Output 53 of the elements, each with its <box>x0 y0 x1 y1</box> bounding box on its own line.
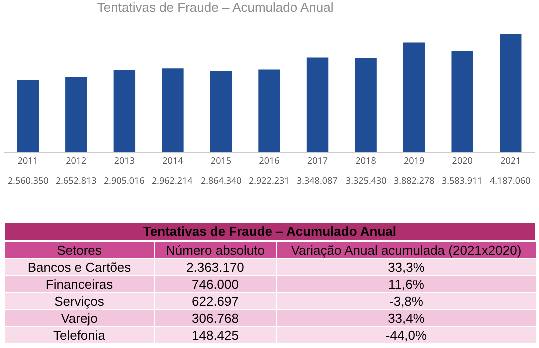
category-label: Serviços <box>4 292 154 310</box>
data-label: 3.882.278 <box>394 174 435 187</box>
data-label: 746.000 <box>154 276 276 292</box>
bar <box>500 34 522 152</box>
data-label: 33,4% <box>276 310 536 326</box>
data-label: 622.697 <box>154 292 276 310</box>
x-tick-label: 2013 <box>114 154 135 167</box>
bar <box>66 77 88 152</box>
data-label: 2.905.016 <box>104 174 145 187</box>
data-label: 2.652.813 <box>56 174 97 187</box>
category-label: Telefonia <box>4 326 154 344</box>
data-label: 2.560.350 <box>8 174 49 187</box>
bar <box>452 51 474 152</box>
x-tick-label: 2014 <box>162 154 184 167</box>
x-tick-label: 2016 <box>259 154 280 167</box>
data-label: 2.922.231 <box>249 174 290 187</box>
data-label: 2.962.214 <box>152 174 193 187</box>
data-label: 2.363.170 <box>154 258 276 276</box>
data-label: 148.425 <box>154 326 276 344</box>
x-tick-label: 2015 <box>210 154 232 167</box>
bar <box>258 70 280 152</box>
category-label: Bancos e Cartões <box>4 258 154 276</box>
x-tick-label: 2020 <box>452 154 473 167</box>
x-tick-label: 2011 <box>18 154 38 167</box>
data-label: 3.348.087 <box>297 174 338 187</box>
bar <box>403 42 426 152</box>
chart-title: Tentativas de Fraude – Acumulado Anual <box>97 0 334 15</box>
bar <box>114 70 136 152</box>
data-label: -44,0% <box>276 326 536 344</box>
bar <box>162 68 184 152</box>
x-tick-label: 2012 <box>66 154 87 167</box>
data-label: 2.864.340 <box>201 174 242 187</box>
x-tick-label: 2017 <box>307 154 328 167</box>
x-tick-label: 2019 <box>404 154 425 167</box>
data-label: -3,8% <box>276 292 536 310</box>
data-label: 4.187.060 <box>490 174 531 187</box>
category-label: Varejo <box>4 310 154 326</box>
x-tick-label: 2018 <box>356 154 376 167</box>
series-label: Variação Anual acumulada (2021x2020) <box>276 242 536 258</box>
series-label: Número absoluto <box>154 242 276 258</box>
bar <box>355 58 377 152</box>
bar <box>210 71 232 152</box>
text: Tentativas de Fraude – Acumulado Anual <box>4 222 536 241</box>
text: Setores <box>4 242 154 258</box>
data-label: 306.768 <box>154 310 276 326</box>
data-label: 3.583.911 <box>442 174 483 187</box>
bar <box>306 58 329 152</box>
bar <box>17 80 39 152</box>
x-tick-label: 2021 <box>500 154 522 167</box>
category-label: Financeiras <box>4 276 154 292</box>
data-label: 33,3% <box>276 258 536 276</box>
data-label: 3.325.430 <box>346 174 387 187</box>
data-label: 11,6% <box>276 276 536 292</box>
